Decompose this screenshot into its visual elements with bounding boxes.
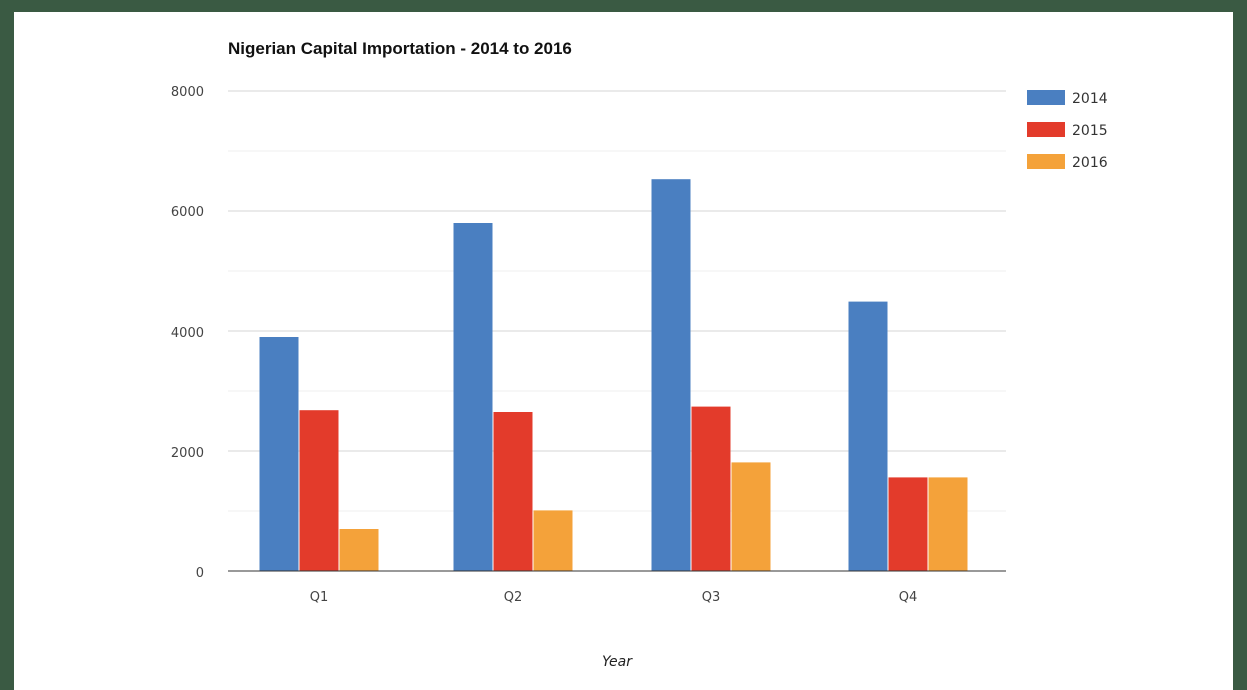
bar-2016-q2 bbox=[533, 510, 573, 571]
y-tick-label: 8000 bbox=[171, 85, 204, 100]
bar-2016-q3 bbox=[731, 462, 771, 571]
chart-frame: Nigerian Capital Importation - 2014 to 2… bbox=[14, 12, 1233, 690]
x-tick-label: Q1 bbox=[310, 590, 329, 605]
legend-label: 2016 bbox=[1072, 155, 1108, 171]
bars bbox=[259, 179, 968, 571]
chart-title: Nigerian Capital Importation - 2014 to 2… bbox=[228, 39, 572, 58]
bar-2014-q2 bbox=[453, 223, 493, 571]
bar-2014-q4 bbox=[848, 301, 888, 571]
legend-swatch-2016 bbox=[1027, 154, 1065, 169]
y-tick-label: 6000 bbox=[171, 205, 204, 220]
bar-2016-q4 bbox=[928, 477, 968, 571]
y-tick-label: 0 bbox=[196, 566, 204, 581]
x-tick-label: Q2 bbox=[504, 590, 523, 605]
bar-2015-q1 bbox=[299, 410, 339, 571]
x-tick-label: Q4 bbox=[899, 590, 918, 605]
bar-2014-q3 bbox=[651, 179, 691, 571]
legend: 2014 2015 2016 bbox=[1027, 90, 1108, 171]
bar-2015-q4 bbox=[888, 477, 928, 571]
bar-2016-q1 bbox=[339, 529, 379, 571]
bar-2014-q1 bbox=[259, 337, 299, 571]
bar-2015-q3 bbox=[691, 406, 731, 571]
y-tick-label: 4000 bbox=[171, 326, 204, 341]
legend-label: 2015 bbox=[1072, 123, 1108, 139]
x-axis-title: Year bbox=[602, 654, 633, 670]
gridlines bbox=[228, 90, 1006, 512]
bar-chart: Nigerian Capital Importation - 2014 to 2… bbox=[171, 39, 1108, 670]
legend-label: 2014 bbox=[1072, 91, 1108, 107]
y-tick-label: 2000 bbox=[171, 446, 204, 461]
bar-2015-q2 bbox=[493, 412, 533, 571]
x-axis-ticks: Q1 Q2 Q3 Q4 bbox=[310, 590, 918, 605]
legend-swatch-2015 bbox=[1027, 122, 1065, 137]
legend-swatch-2014 bbox=[1027, 90, 1065, 105]
y-axis-ticks: 8000 6000 4000 2000 0 bbox=[171, 85, 204, 581]
x-tick-label: Q3 bbox=[702, 590, 721, 605]
